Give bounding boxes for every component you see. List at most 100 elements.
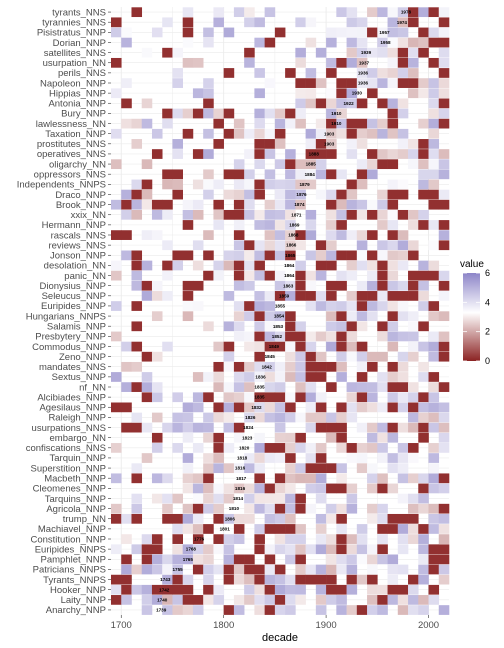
heatmap-cell [233,432,245,443]
heatmap-cell [367,270,378,281]
heatmap-cell [285,574,296,585]
heatmap-cell [356,159,368,170]
heatmap-cell [326,584,337,595]
heatmap-cell [254,37,265,48]
x-axis-ticks: 1700 1800 1900 2000 [111,615,439,631]
heatmap-cell [121,513,132,524]
heatmap-cell [285,554,296,565]
heatmap-cell [233,240,245,251]
heatmap-cell [377,503,388,514]
heatmap-cell [264,250,276,261]
y-axis-label: Presbytery_NNP [35,332,106,343]
heatmap-cell [254,483,265,494]
heatmap-cell [418,7,429,18]
y-axis-label: mandates_NNS [39,362,106,373]
y-axis-label: Agesilaus_NNP [39,403,106,414]
heatmap-cell [356,37,368,48]
heatmap-cell [387,47,399,58]
y-axis-label: tyrants_NNS [52,7,106,18]
heatmap-cell [397,149,409,159]
heatmap-cell [233,189,245,200]
heatmap-cell [233,554,245,565]
heatmap-cell [203,564,214,575]
heatmap-cell [162,422,173,433]
heatmap-cell [274,422,286,433]
heatmap-cell [346,453,358,463]
heatmap-cell [285,341,296,352]
legend-tick-label: 2 [485,327,490,337]
heatmap-cell [274,139,286,149]
heatmap-cell [213,513,224,524]
year-annotation: 1868 [288,233,299,238]
heatmap-cell [223,321,235,332]
heatmap-cell [121,564,132,575]
heatmap-cell [377,270,388,281]
heatmap-cell [244,260,255,271]
heatmap-cell [438,270,450,281]
heatmap-cell [356,78,368,88]
heatmap-cell [295,341,306,352]
heatmap-cell [387,483,399,494]
heatmap-cell [274,513,286,524]
heatmap-cell [408,321,419,332]
heatmap-cell [151,534,163,544]
heatmap-cell [264,584,276,595]
heatmap-cell [285,250,296,261]
heatmap-cell [438,108,450,119]
year-annotation: 1854 [274,314,285,319]
heatmap-cell [377,301,388,311]
heatmap-cell [346,7,358,18]
heatmap-cell [223,412,235,423]
heatmap-cell [428,524,440,534]
heatmap-cell [213,7,224,18]
heatmap-cell [315,463,327,474]
heatmap-cell [182,605,194,615]
heatmap-cell [418,118,429,129]
year-annotation: 1818 [237,456,248,461]
heatmap-cell [367,159,378,170]
heatmap-cell [387,402,399,413]
heatmap-cell [367,169,378,180]
heatmap-cell [295,564,306,575]
heatmap-cell [397,7,409,18]
heatmap-cell [203,554,214,565]
heatmap-cell [438,220,450,230]
heatmap-cell [408,453,419,463]
heatmap-cell [397,209,409,220]
heatmap-cell [172,250,183,261]
heatmap-cell [233,260,245,271]
heatmap-cell [254,372,265,382]
heatmap-cell [397,98,409,109]
heatmap-cell [192,301,204,311]
heatmap-cell [111,230,122,240]
heatmap-cell [356,17,368,28]
heatmap-cell [305,382,317,392]
heatmap-cell [305,139,317,149]
heatmap-cell [367,199,378,210]
heatmap-cell [428,169,440,180]
heatmap-cell [326,108,337,119]
heatmap-cell [305,291,317,301]
heatmap-cell [264,7,276,18]
heatmap-cell [346,128,358,139]
heatmap-cell [244,595,255,605]
heatmap-cell [438,534,450,544]
heatmap-cell [387,27,399,38]
heatmap-cell [336,331,347,342]
heatmap-cell [346,270,358,281]
heatmap-cell [254,412,265,423]
heatmap-cell [274,250,286,261]
heatmap-cell [346,189,358,200]
heatmap-cell [254,68,265,78]
heatmap-cell [274,159,286,170]
heatmap-cell [264,564,276,575]
heatmap-cell [336,524,347,534]
heatmap-cell [182,291,194,301]
heatmap-cell [408,209,419,220]
heatmap-cell [254,432,265,443]
heatmap-cell [346,331,358,342]
heatmap-cell [121,554,132,565]
heatmap-cell [418,78,429,88]
heatmap-cell [182,37,194,48]
heatmap-cell [397,463,409,474]
